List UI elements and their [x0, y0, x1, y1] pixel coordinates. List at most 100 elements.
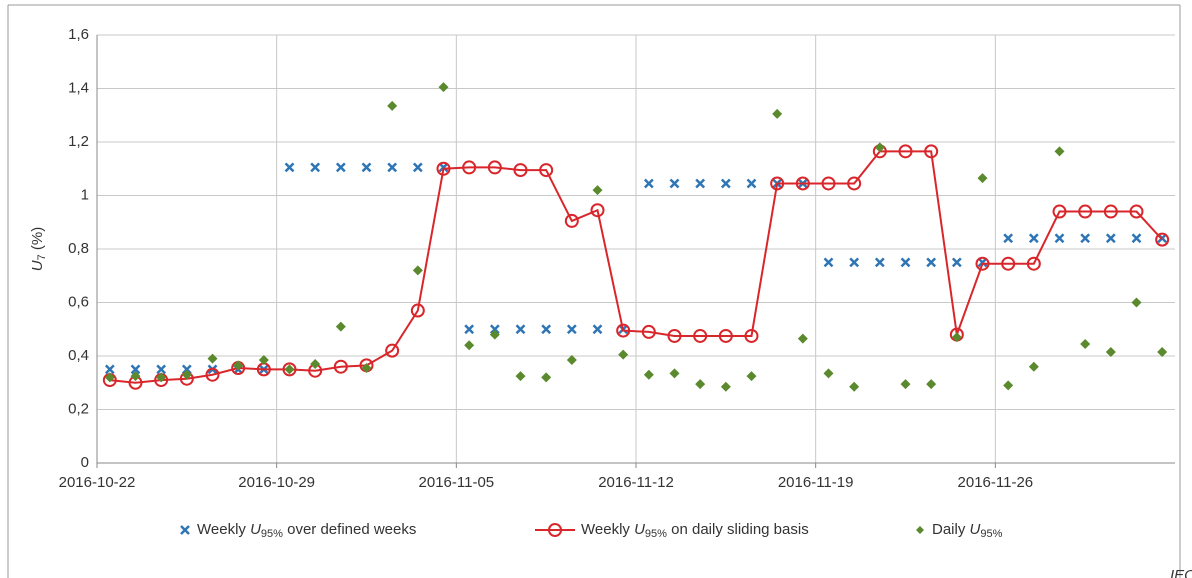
circle-marker [513, 163, 528, 178]
diamond-marker [1054, 146, 1065, 157]
cross-marker [438, 162, 449, 173]
diamond-marker [335, 321, 346, 332]
cross-stroke [874, 257, 885, 268]
circle-marker [436, 161, 451, 176]
cross-marker [387, 162, 398, 173]
diamond-marker [1131, 297, 1142, 308]
cross-marker [1131, 233, 1142, 244]
legend-item: Daily U95% [916, 521, 1003, 540]
cross-marker [489, 324, 500, 335]
cross-stroke [977, 257, 988, 268]
cross-marker [104, 364, 115, 375]
circle-marker [539, 163, 554, 178]
legend-label: Weekly U95% on daily sliding basis [581, 521, 809, 540]
y-tick-label: 0,8 [68, 240, 89, 257]
cross-stroke [951, 257, 962, 268]
cross-marker [1080, 233, 1091, 244]
diamond-marker [489, 329, 500, 340]
diamond-marker [720, 381, 731, 392]
diamond-marker [695, 379, 706, 390]
cross-stroke [823, 257, 834, 268]
diamond-marker [156, 372, 167, 383]
cross-stroke [181, 364, 192, 375]
diamond-marker [618, 349, 629, 360]
y-tick-label: 0 [81, 454, 89, 471]
cross-marker [284, 162, 295, 173]
circle-marker [282, 362, 297, 377]
cross-marker [643, 178, 654, 189]
y-tick-label: 0,4 [68, 347, 89, 364]
diamond-marker [977, 173, 988, 184]
cross-stroke [1080, 233, 1091, 244]
series [104, 162, 1168, 375]
circle-marker [1026, 256, 1041, 271]
diamond-marker [1157, 346, 1168, 357]
circle-marker [548, 523, 562, 537]
circle-marker [641, 324, 656, 339]
diamond-marker [258, 355, 269, 366]
cross-marker [823, 257, 834, 268]
series [104, 82, 1168, 392]
cross-marker [1003, 233, 1014, 244]
cross-stroke [1028, 233, 1039, 244]
cross-stroke [361, 162, 372, 173]
diamond-marker [438, 82, 449, 93]
cross-stroke [130, 364, 141, 375]
diamond-marker [849, 381, 860, 392]
circle-marker [462, 160, 477, 175]
cross-marker [1028, 233, 1039, 244]
cross-marker [335, 162, 346, 173]
diamond-marker [515, 371, 526, 382]
diamond-marker [746, 371, 757, 382]
circle-marker [616, 323, 631, 338]
cross-stroke [515, 324, 526, 335]
cross-stroke [669, 178, 680, 189]
x-tick-label: 2016-10-29 [238, 474, 315, 491]
x-tick-label: 2016-10-22 [59, 474, 136, 491]
circle-marker [770, 176, 785, 191]
cross-stroke [926, 257, 937, 268]
cross-stroke [1105, 233, 1116, 244]
circle-marker [821, 176, 836, 191]
cross-stroke [1003, 233, 1014, 244]
circle-marker [1001, 256, 1016, 271]
circle-marker [385, 343, 400, 358]
cross-stroke [284, 162, 295, 173]
y-tick-label: 1,2 [68, 133, 89, 150]
circle-marker [1103, 204, 1118, 219]
cross-marker [1054, 233, 1065, 244]
cross-marker [592, 324, 603, 335]
cross-stroke [900, 257, 911, 268]
diamond-marker [592, 185, 603, 196]
circle-marker [1155, 232, 1170, 247]
legend-label: Weekly U95% over defined weeks [197, 521, 416, 540]
cross-marker [926, 257, 937, 268]
diamond-marker [951, 332, 962, 343]
cross-stroke [104, 364, 115, 375]
diamond-marker [1080, 338, 1091, 349]
cross-stroke [849, 257, 860, 268]
legend-item: Weekly U95% on daily sliding basis [535, 521, 809, 540]
circle-marker [564, 213, 579, 228]
circle-marker [718, 328, 733, 343]
diamond-marker [900, 379, 911, 390]
x-tick-label: 2016-11-19 [778, 474, 854, 491]
diamond-marker [823, 368, 834, 379]
diamond-marker [874, 142, 885, 153]
cross-stroke [438, 162, 449, 173]
cross-stroke [1131, 233, 1142, 244]
diamond-marker [104, 372, 115, 383]
cross-marker [310, 162, 321, 173]
diamond-marker [181, 369, 192, 380]
cross-stroke [464, 324, 475, 335]
circle-marker [847, 176, 862, 191]
cross-stroke [310, 162, 321, 173]
cross-marker [951, 257, 962, 268]
y-tick-label: 1,4 [68, 79, 89, 96]
cross-marker [464, 324, 475, 335]
y-tick-label: 0,2 [68, 400, 89, 417]
cross-marker [541, 324, 552, 335]
cross-marker [695, 178, 706, 189]
diamond-marker [1105, 346, 1116, 357]
